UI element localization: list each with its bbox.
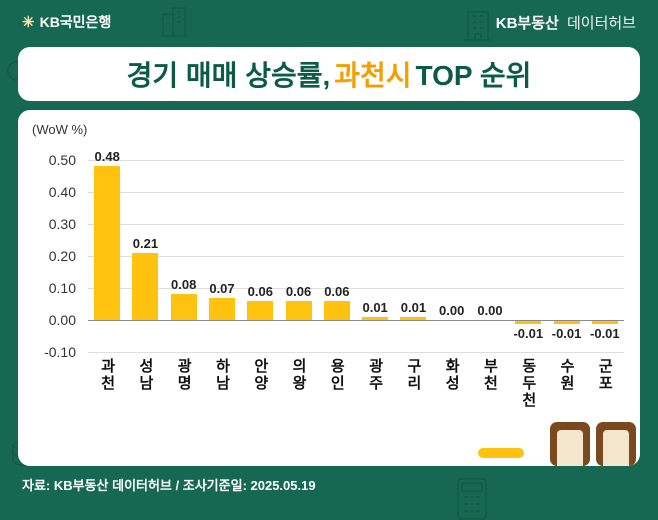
value-label: 0.21 [132, 235, 159, 251]
datahub-brand: KB부동산 데이터허브 [496, 12, 636, 33]
decor-building-block-inner [603, 430, 629, 466]
x-tick-label: 광명 [175, 358, 193, 392]
y-tick-label: -0.10 [44, 344, 76, 360]
chart-card: (WoW %) 0.50 0.40 0.30 0.20 0.10 0.00 -0.10 0.… [18, 110, 640, 466]
kb-bank-logo-text: KB국민은행 [39, 14, 112, 30]
x-tick-안양: 안양 [241, 358, 279, 458]
x-tick-의왕: 의왕 [279, 358, 317, 458]
zero-line [88, 320, 624, 321]
decor-building-block-inner [557, 430, 583, 466]
title-part1: 경기 매매 상승률, [126, 60, 331, 91]
bar-성남 [132, 252, 159, 320]
x-tick-label: 부천 [481, 358, 499, 392]
x-tick-label: 의왕 [290, 358, 308, 392]
x-tick-과천: 과천 [88, 358, 126, 458]
building-icon [462, 6, 494, 42]
x-tick-label: 수원 [558, 358, 576, 392]
datahub-brand-bold: KB부동산 [495, 14, 559, 32]
x-tick-용인: 용인 [318, 358, 356, 458]
bar-구리 [400, 316, 427, 320]
bar-광주 [362, 316, 389, 320]
x-tick-수원: 수원 [547, 358, 585, 458]
value-label: 0.06 [324, 283, 350, 299]
bar-동두천 [515, 321, 542, 325]
kb-star-icon: ✳ [22, 14, 35, 31]
value-label: 0.01 [362, 299, 388, 315]
gridline [88, 160, 624, 161]
x-tick-label: 안양 [251, 358, 269, 392]
top-header: ✳ KB국민은행 KB부동산 데이터허브 [0, 0, 658, 44]
x-tick-성남: 성남 [126, 358, 164, 458]
bar-과천 [94, 166, 121, 320]
bar-수원 [553, 321, 580, 325]
x-tick-label: 성남 [136, 358, 154, 392]
x-tick-label: 구리 [404, 358, 422, 392]
title-part2: TOP 순위 [415, 60, 532, 91]
y-tick-label: 0.40 [48, 184, 76, 200]
datahub-brand-regular: 데이터허브 [566, 14, 636, 32]
x-tick-부천: 부천 [471, 358, 509, 458]
y-tick-label: 0.30 [48, 216, 76, 232]
source-note: 자료: KB부동산 데이터허브 / 조사기준일: 2025.05.19 [22, 478, 316, 493]
bar-용인 [323, 300, 350, 320]
x-tick-label: 용인 [328, 358, 346, 392]
x-axis-labels: 과천 성남 광명 하남 안양 의왕 용인 광주 구리 화성 부천 동두천 수원 군포 [88, 358, 624, 458]
x-tick-구리: 구리 [394, 358, 432, 458]
y-tick-label: 0.00 [48, 312, 76, 328]
decor-building-block-1 [550, 422, 590, 466]
value-label: 0.48 [94, 149, 120, 165]
value-label: 0.08 [171, 277, 197, 293]
x-tick-label: 군포 [596, 358, 614, 392]
decor-yellow-bar [478, 448, 524, 458]
value-label: 0.07 [209, 280, 235, 296]
value-label: -0.01 [513, 326, 544, 342]
bar-하남 [209, 297, 235, 320]
value-label: 0.00 [439, 303, 465, 318]
y-axis-labels: 0.50 0.40 0.30 0.20 0.10 0.00 -0.10 [26, 152, 80, 360]
gridline [88, 256, 624, 257]
value-label: -0.01 [551, 326, 582, 342]
title-highlight: 과천시 [334, 60, 412, 91]
x-tick-광주: 광주 [356, 358, 394, 458]
x-tick-하남: 하남 [203, 358, 241, 458]
kb-bank-logo: ✳ KB국민은행 [22, 12, 111, 32]
x-tick-화성: 화성 [433, 358, 471, 458]
y-tick-label: 0.10 [48, 280, 76, 296]
x-tick-label: 과천 [98, 358, 116, 392]
x-tick-광명: 광명 [165, 358, 203, 458]
value-label: 0.06 [247, 283, 273, 299]
x-tick-label: 하남 [213, 358, 231, 392]
value-label: -0.01 [590, 326, 620, 342]
x-tick-label: 화성 [443, 358, 461, 392]
bar-광명 [170, 294, 197, 320]
value-label: 0.01 [400, 299, 427, 315]
bar-군포 [591, 321, 618, 325]
value-label: 0.06 [285, 283, 312, 299]
x-tick-군포: 군포 [586, 358, 624, 458]
gridline [88, 352, 624, 353]
x-tick-동두천: 동두천 [509, 358, 547, 458]
value-label: 0.00 [477, 303, 503, 318]
y-tick-label: 0.50 [48, 152, 76, 168]
decor-building-block-2 [596, 422, 636, 466]
gridline [88, 192, 624, 193]
gridline [88, 224, 624, 225]
y-tick-label: 0.20 [48, 248, 76, 264]
plot-area: 0.48 0.21 0.08 0.07 0.06 0.06 0.06 0.01 0.01 0.00… [88, 149, 624, 353]
x-tick-label: 광주 [366, 358, 384, 392]
bar-안양 [247, 300, 274, 320]
x-tick-label: 동두천 [519, 358, 537, 409]
page-title: 경기 매매 상승률, 과천시 TOP 순위 [18, 47, 640, 101]
gridline [88, 288, 624, 289]
bar-의왕 [285, 300, 312, 320]
buildings-icon [160, 4, 190, 38]
unit-label: (WoW %) [32, 122, 88, 137]
